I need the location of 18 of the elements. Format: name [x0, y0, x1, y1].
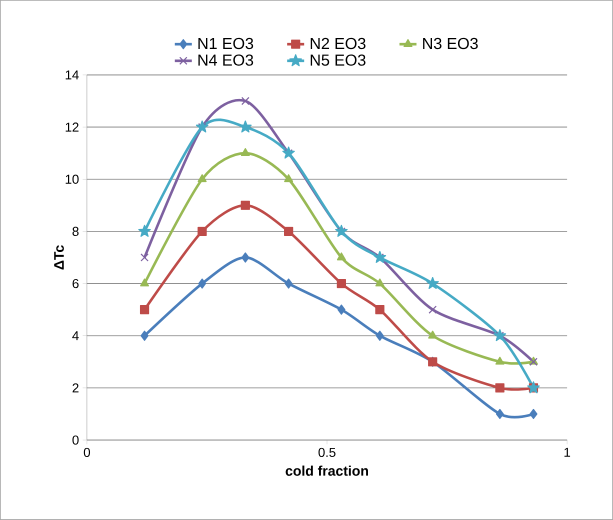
y-tick-label: 14: [66, 70, 79, 80]
legend-label: N4 EO3: [198, 54, 254, 66]
x-tick-label: 0: [84, 448, 90, 458]
x-tick-label: 0.5: [318, 448, 336, 458]
legend-label: N2 EO3: [310, 38, 366, 50]
y-tick-label: 8: [72, 226, 79, 236]
y-tick-label: 10: [66, 174, 79, 184]
y-tick-label: 4: [72, 331, 79, 340]
y-tick-label: 12: [66, 122, 78, 132]
legend-label: N1 EO3: [198, 38, 254, 50]
y-axis-title: ΔTc: [54, 245, 64, 270]
y-tick-label: 2: [72, 383, 78, 392]
legend-label: N5 EO3: [310, 54, 366, 66]
x-tick-label: 1: [564, 448, 570, 457]
x-axis-title: cold fraction: [286, 466, 368, 476]
legend-label: N3 EO3: [423, 38, 478, 50]
y-tick-label: 6: [72, 278, 79, 288]
y-tick-label: 0: [72, 435, 79, 445]
